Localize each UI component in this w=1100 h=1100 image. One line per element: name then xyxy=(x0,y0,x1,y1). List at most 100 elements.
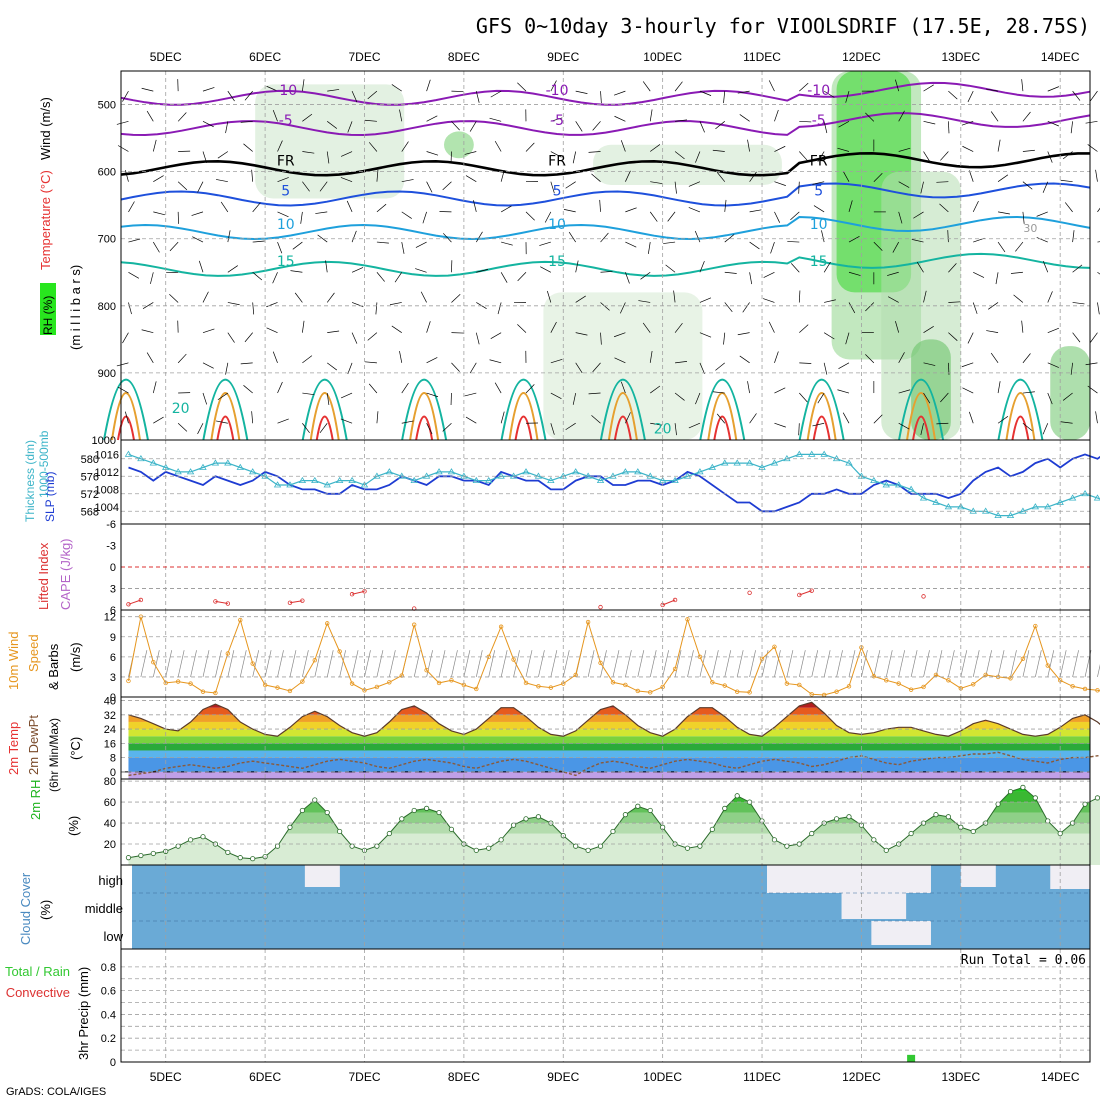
x-tick-label-top: 7DEC xyxy=(348,50,380,64)
wind-barb xyxy=(967,90,974,103)
x-tick-label-top: 13DEC xyxy=(941,50,980,64)
wind-barb xyxy=(490,90,502,98)
wind-barb xyxy=(674,81,683,92)
x-tick-label-bottom: 13DEC xyxy=(941,1070,980,1084)
wind-barb xyxy=(197,181,204,193)
wind-barb-10m xyxy=(736,650,744,677)
wind-barb xyxy=(911,239,924,243)
wind-barb xyxy=(426,357,438,364)
wind-barb xyxy=(202,392,208,405)
li-marker xyxy=(672,597,678,603)
wind-barb xyxy=(550,321,557,333)
wind-speed-marker xyxy=(126,678,131,684)
x-tick-label-top: 9DEC xyxy=(547,50,579,64)
wind-barb xyxy=(774,211,781,223)
wind-barb xyxy=(1090,332,1098,343)
wind-barb xyxy=(376,203,387,213)
wind-barb xyxy=(724,199,727,212)
contour-30 xyxy=(116,415,135,441)
wind-barb xyxy=(737,90,750,94)
wind-barb xyxy=(565,181,576,189)
rh-tick-label: 20 xyxy=(104,839,116,851)
wind-barb xyxy=(649,211,658,222)
wind-barb xyxy=(1097,241,1100,243)
wind-barb xyxy=(475,332,480,345)
wind-barb-10m xyxy=(774,650,781,677)
rh-marker xyxy=(784,843,790,849)
wind-barb xyxy=(674,322,683,333)
slp-marker xyxy=(373,472,381,479)
wind-barb xyxy=(327,362,338,371)
wind-barb xyxy=(394,272,403,283)
wind-barb xyxy=(215,179,228,183)
wind-barb xyxy=(464,392,477,397)
pressure-unit-label: (m i l l i b a r s) xyxy=(68,265,83,350)
frame-layer xyxy=(120,70,1091,1063)
wind-barb xyxy=(817,392,825,404)
wind-barb-10m xyxy=(364,650,371,677)
rh-axis-label: RH (%) xyxy=(41,296,55,335)
wind-barb xyxy=(712,149,725,152)
wind-barb xyxy=(319,423,328,434)
wind-speed-marker xyxy=(200,689,206,694)
wind-barb-10m xyxy=(525,650,533,677)
contour-30 xyxy=(613,415,632,441)
slp-marker xyxy=(360,481,369,488)
wind-barb-10m xyxy=(985,650,992,677)
contour-30 xyxy=(1011,415,1030,441)
wind-barb xyxy=(401,382,409,394)
wind-barb xyxy=(351,230,357,243)
wind-barb xyxy=(489,359,502,364)
wind-barb xyxy=(367,332,378,341)
rh-marker xyxy=(448,826,455,832)
wind-barb xyxy=(1095,169,1098,182)
x-tick-label-top: 5DEC xyxy=(150,50,182,64)
wind-barb-10m xyxy=(314,650,322,677)
wind-barb xyxy=(443,233,452,243)
wind-barb xyxy=(217,392,229,401)
wind-barb xyxy=(351,267,364,273)
rh-marker xyxy=(324,809,330,816)
x-tick-label-bottom: 14DEC xyxy=(1041,1070,1080,1084)
wind-speed-marker xyxy=(623,682,628,688)
wind-barb-10m xyxy=(475,650,483,677)
wind-barb xyxy=(575,332,588,336)
wind-barb-10m xyxy=(923,650,930,677)
wind-speed-line xyxy=(128,616,1100,696)
wind-barb xyxy=(128,271,140,279)
wind-barb xyxy=(642,322,651,333)
wind-barb xyxy=(614,115,626,122)
cloud-title: Cloud Cover xyxy=(18,872,33,945)
wind-barb xyxy=(961,362,974,368)
temp-color-band xyxy=(128,702,1090,708)
wind-barb xyxy=(252,202,261,213)
wind-barb xyxy=(277,381,283,394)
rh-marker xyxy=(436,809,442,816)
wind-barb-10m xyxy=(451,650,458,677)
wind-barb xyxy=(749,209,762,213)
contour-30 xyxy=(912,415,931,441)
wind-barb xyxy=(240,120,253,123)
isotherm-label: 5 xyxy=(281,183,290,199)
wind-barb xyxy=(747,139,750,152)
wind-barb xyxy=(152,381,157,394)
wind-barb xyxy=(141,329,154,333)
rh-marker xyxy=(945,814,951,820)
wind-barb xyxy=(739,355,750,364)
temp-tick-label: 16 xyxy=(104,738,116,750)
cloud-unit: (%) xyxy=(38,900,53,920)
wind-barb xyxy=(465,175,477,183)
wind-barb xyxy=(940,392,949,403)
rh-shade xyxy=(444,131,474,159)
wind-barb xyxy=(539,241,551,246)
li-marker xyxy=(300,598,305,603)
wind-barb xyxy=(202,87,215,92)
wind-barb xyxy=(116,362,129,367)
precip-tick-label: 0.8 xyxy=(101,962,116,974)
wind-barb xyxy=(625,170,631,182)
wind-barb xyxy=(990,111,999,122)
wind-speed-marker xyxy=(1033,623,1038,629)
wind-barb-10m xyxy=(711,650,719,677)
wind-barb xyxy=(1042,261,1049,273)
